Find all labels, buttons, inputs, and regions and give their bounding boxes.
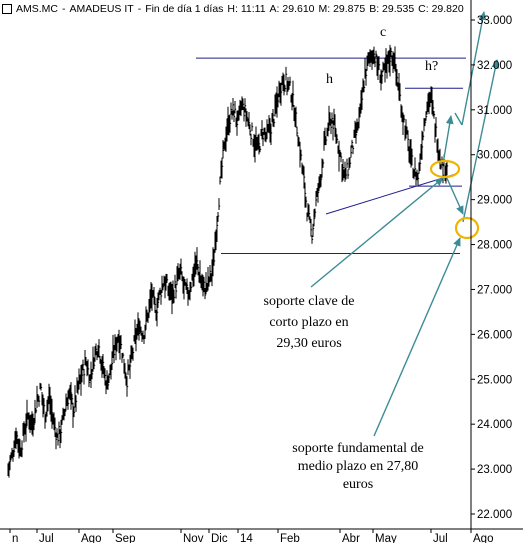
y-tick-label: 33.000 — [477, 15, 512, 27]
open-value: A: 29.610 — [269, 3, 315, 15]
x-tick-label: Ago — [81, 533, 101, 543]
x-tick-label: Jul — [39, 533, 54, 543]
note-short-term-line: 29,30 euros — [276, 336, 341, 351]
y-tick-label: 22.000 — [477, 509, 512, 521]
price-bars — [7, 44, 449, 478]
x-tick-label: n — [12, 533, 18, 543]
interval-label: Fin de día 1 días — [145, 3, 224, 15]
label-h2: h? — [425, 59, 438, 74]
y-tick-label: 24.000 — [477, 419, 512, 431]
note-mid-term-line: medio plazo en 27,80 — [298, 459, 419, 474]
y-tick-label: 29.000 — [477, 195, 512, 207]
y-tick-label: 28.000 — [477, 240, 512, 252]
projection-arrow — [310, 177, 444, 288]
y-tick-label: 31.000 — [477, 105, 512, 117]
close-value: C: 29.820 — [418, 3, 464, 15]
x-tick-label: Abr — [342, 533, 360, 543]
y-tick-label: 23.000 — [477, 464, 512, 476]
time-value: H: 11:11 — [227, 3, 266, 15]
y-tick-label: 25.000 — [477, 374, 512, 386]
projection-arrow — [462, 59, 500, 223]
y-tick-label: 32.000 — [477, 60, 512, 72]
x-tick-label: Jul — [433, 533, 448, 543]
mid-term-highlight — [454, 216, 480, 240]
x-tick-label: Nov — [183, 533, 204, 543]
x-tick-label: Ago — [473, 533, 493, 543]
separator: - — [62, 3, 66, 15]
x-tick-label: May — [375, 533, 397, 543]
x-tick-label: 14 — [240, 533, 253, 543]
projection-arrow — [445, 175, 464, 215]
x-tick-label: Feb — [280, 533, 300, 543]
short-term-highlight — [429, 159, 461, 179]
projection-arrow — [373, 237, 461, 437]
x-tick-label: Dic — [211, 533, 228, 543]
separator: - — [137, 3, 142, 15]
window-box-icon[interactable] — [2, 4, 12, 14]
y-tick-label: 27.000 — [477, 284, 512, 296]
note-mid-term-line: euros — [343, 477, 373, 492]
max-value: M: 29.875 — [318, 3, 366, 15]
level-lines — [196, 57, 466, 255]
projection-arrow — [442, 115, 454, 165]
chart-header: AMS.MC - AMADEUS IT - Fin de día 1 días … — [2, 1, 466, 17]
label-c: c — [380, 25, 386, 40]
projection-arrow — [461, 11, 487, 126]
note-mid-term-line: soporte fundamental de — [292, 441, 423, 456]
y-tick-label: 30.000 — [477, 150, 512, 162]
low-value: B: 29.535 — [369, 3, 415, 15]
trend-line — [325, 173, 458, 215]
symbol-label: AMS.MC — [16, 3, 58, 15]
projection-arrows — [310, 11, 500, 437]
projection-segment — [454, 112, 463, 126]
label-h: h — [326, 72, 333, 87]
y-tick-label: 26.000 — [477, 329, 512, 341]
annotations: c h h? soporte clave de corto plazo en 29,30 … — [264, 25, 480, 492]
note-short-term-line: corto plazo en — [269, 315, 348, 330]
note-short-term-line: soporte clave de — [264, 294, 355, 309]
instrument-name: AMADEUS IT — [69, 3, 134, 15]
x-tick-label: Sep — [115, 533, 135, 543]
